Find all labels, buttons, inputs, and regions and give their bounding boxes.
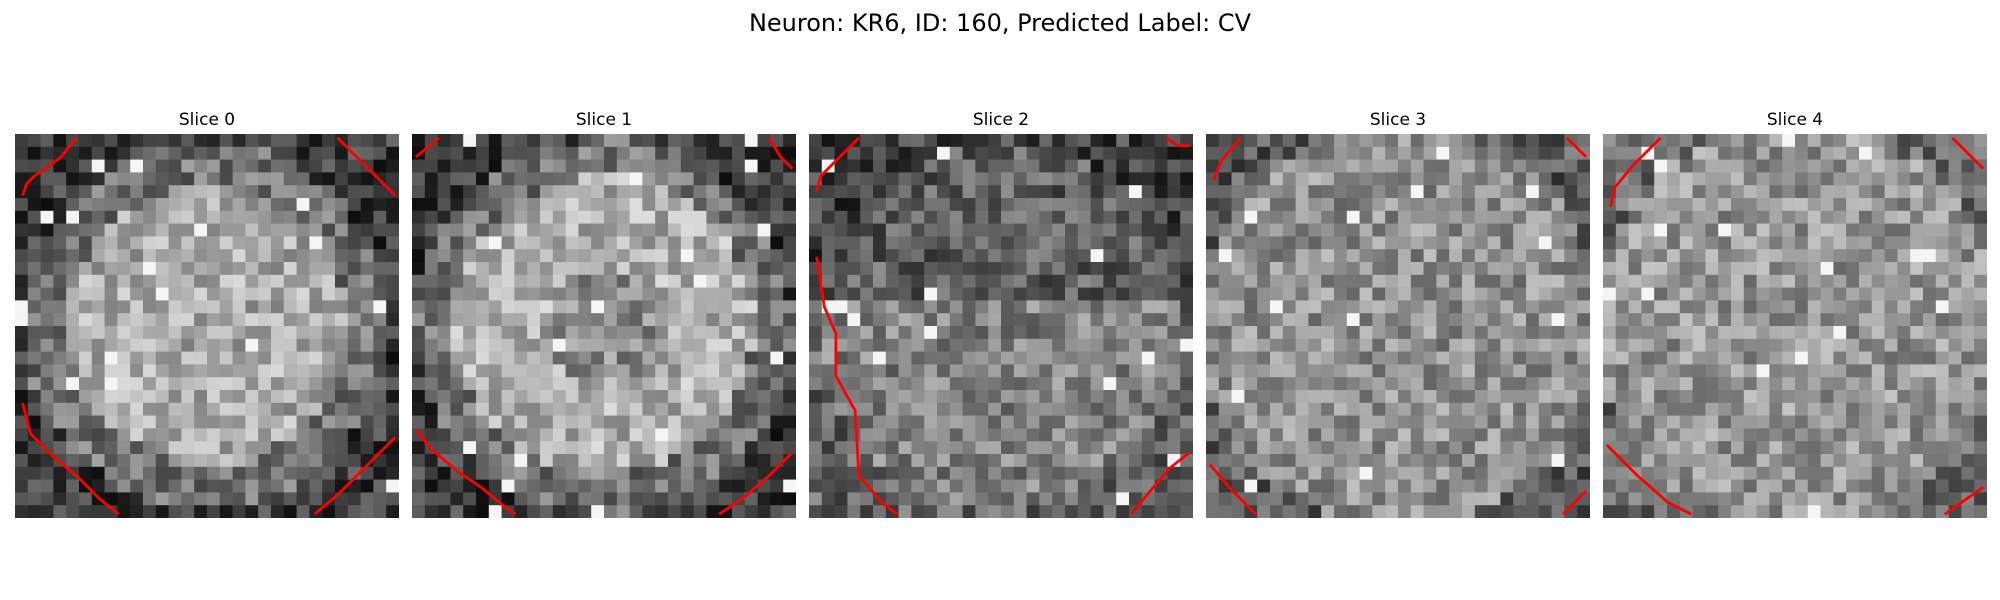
- contour-line-0: [1609, 136, 1662, 208]
- contour-line-2: [1208, 463, 1257, 516]
- contour-line-1: [767, 137, 794, 170]
- slice-panel-4: Slice 4: [1603, 108, 1987, 518]
- contour-line-0: [21, 136, 78, 196]
- slice-3-title: Slice 3: [1369, 110, 1427, 130]
- slice-panel-2: Slice 2: [809, 108, 1193, 518]
- contour-line-1: [1951, 136, 1985, 170]
- contour-line-2: [1605, 444, 1692, 516]
- contour-line-3: [1562, 490, 1588, 516]
- slice-2-title: Slice 2: [972, 110, 1030, 130]
- slice-panel-0: Slice 0: [15, 108, 399, 518]
- pixel-grid: [412, 134, 796, 518]
- pixel-grid: [1603, 134, 1987, 518]
- contour-line-3: [313, 436, 397, 516]
- contour-line-0: [815, 136, 860, 192]
- contour-line-2: [815, 256, 899, 516]
- slice-1-title: Slice 1: [575, 110, 633, 130]
- contour-line-3: [1943, 486, 1984, 516]
- slice-panel-3: Slice 3: [1206, 108, 1590, 518]
- contour-line-1: [336, 136, 397, 197]
- slice-4-image: [1603, 134, 1987, 518]
- slice-4-title: Slice 4: [1766, 110, 1824, 130]
- contour-line-3: [718, 451, 794, 516]
- contour-line-0: [1212, 136, 1242, 181]
- contour-line-2: [21, 402, 120, 516]
- contour-line-1: [1165, 136, 1190, 147]
- slice-1-image: [412, 134, 796, 518]
- figure-title: Neuron: KR6, ID: 160, Predicted Label: C…: [748, 9, 1252, 37]
- slice-panel-1: Slice 1: [412, 108, 796, 518]
- contour-line-1: [1565, 136, 1588, 159]
- slice-2-image: [809, 134, 1193, 518]
- slice-0-image: [15, 134, 399, 518]
- contour-line-2: [414, 428, 517, 516]
- slice-3-image: [1206, 134, 1590, 518]
- pixel-grid: [15, 134, 399, 518]
- slice-0-title: Slice 0: [178, 110, 236, 130]
- contour-line-0: [414, 136, 440, 159]
- pixel-grid: [809, 134, 1193, 518]
- pixel-grid: [1206, 134, 1590, 518]
- contour-line-3: [1130, 451, 1191, 516]
